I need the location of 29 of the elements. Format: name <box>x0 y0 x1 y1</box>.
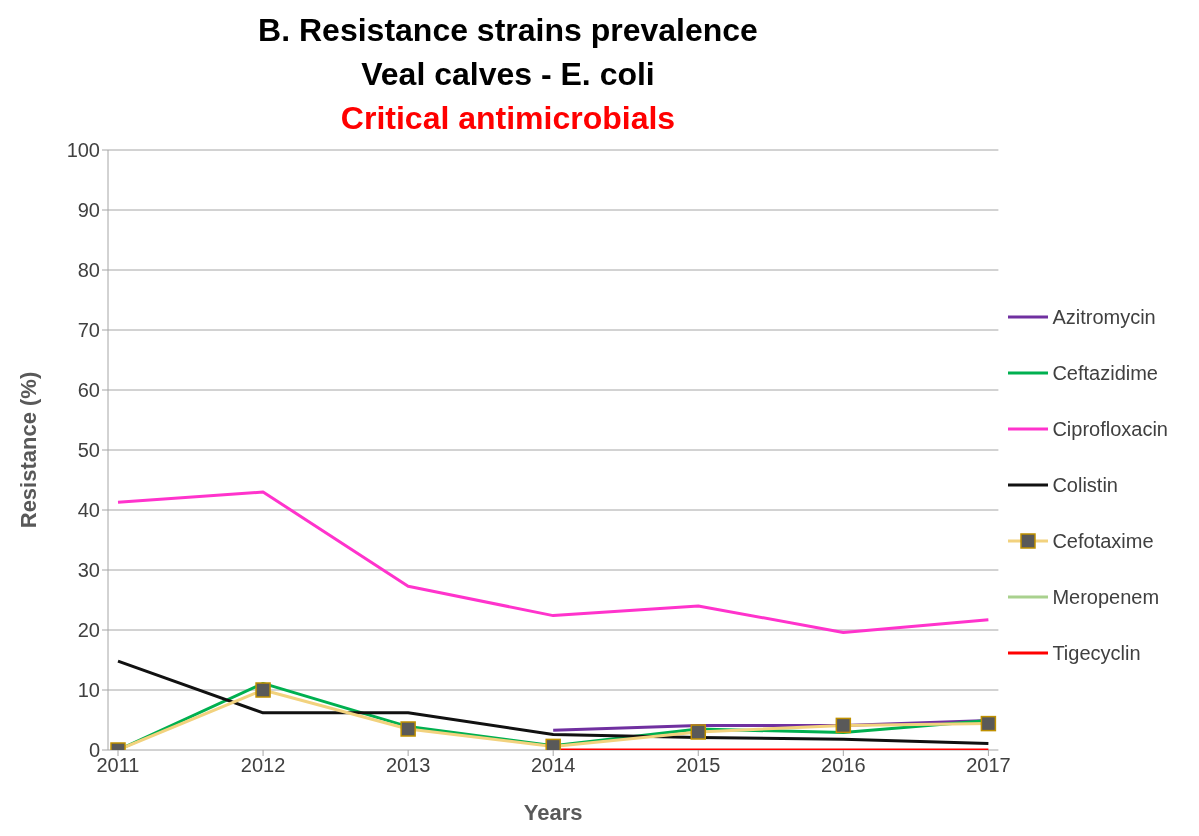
y-tick-label: 10 <box>77 679 100 702</box>
x-tick-label: 2016 <box>821 754 866 777</box>
line-series <box>116 490 990 634</box>
x-tick-label: 2015 <box>676 754 721 777</box>
y-tick-label: 50 <box>77 439 100 462</box>
legend-label: Tigecyclin <box>1052 641 1141 665</box>
y-tick-label: 80 <box>77 259 100 282</box>
chart-subtitle: Critical antimicrobials <box>339 99 677 138</box>
x-tick-label: 2017 <box>966 754 1011 777</box>
x-tick-label: 2013 <box>385 754 431 777</box>
y-tick-label: 60 <box>77 379 100 402</box>
line-series <box>116 659 990 745</box>
y-tick-label: 40 <box>77 499 100 522</box>
y-tick-label: 20 <box>77 619 100 642</box>
x-tick-label: 2012 <box>240 754 286 777</box>
legend-label: Cefotaxime <box>1052 529 1154 553</box>
legend-label: Meropenem <box>1052 585 1160 609</box>
legend-label: Colistin <box>1052 473 1118 497</box>
y-tick-label: 90 <box>77 199 100 222</box>
x-tick-label: 2014 <box>530 754 576 777</box>
y-axis-title: Resistance (%) <box>15 371 41 529</box>
x-axis-title: Years <box>523 800 583 825</box>
chart-title: B. Resistance strains prevalence Veal calves - E. coli <box>257 11 759 94</box>
legend-label: Azitromycin <box>1052 305 1156 329</box>
y-tick-label: 30 <box>77 559 100 582</box>
legend-label: Ceftazidime <box>1052 361 1158 385</box>
y-tick-label: 70 <box>77 319 100 342</box>
y-tick-label: 100 <box>66 139 100 162</box>
legend-label: Ciprofloxacin <box>1052 417 1168 441</box>
